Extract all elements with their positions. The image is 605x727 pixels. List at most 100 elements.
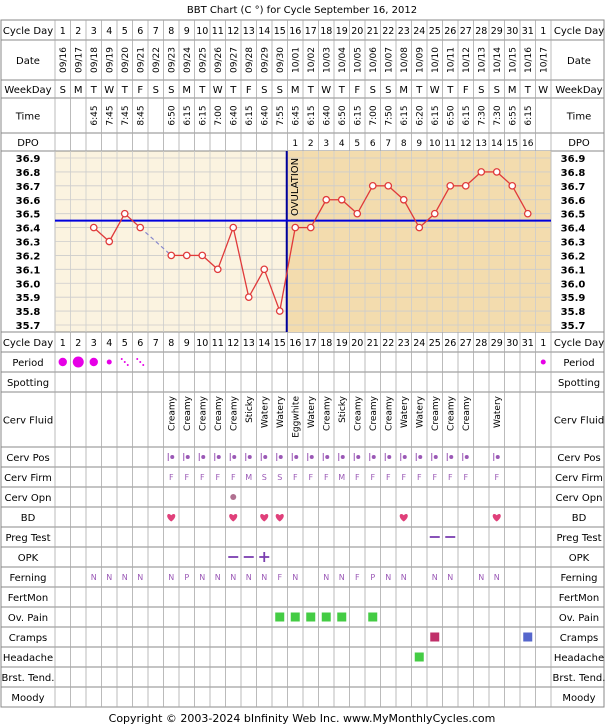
row-label-date-left: Date	[16, 56, 40, 67]
temp-point	[306, 223, 315, 232]
date-cell: 09/19	[105, 47, 115, 73]
dpo-cell: 9	[416, 139, 422, 149]
ov-pain-marker	[321, 612, 331, 622]
cerv-fluid-cell: Eggwhite	[291, 396, 301, 438]
dpo-cell: 10	[429, 139, 441, 149]
cerv-firm-cell: F	[432, 473, 437, 482]
cerv-fluid-cell: Watery	[276, 395, 286, 428]
period-light-marker	[106, 359, 112, 365]
temp-segment	[434, 185, 451, 214]
row-label-spotting-right: Spotting	[558, 378, 600, 389]
cerv-pos-dot	[402, 455, 407, 459]
date-cell: 10/12	[462, 47, 472, 73]
date-cell: 10/06	[369, 47, 379, 73]
weekday-cell: T	[415, 85, 423, 96]
row-label-weekday-left: WeekDay	[4, 85, 51, 96]
bd-heart-icon	[492, 513, 501, 522]
cerv-fluid-cell: Watery	[260, 395, 270, 428]
date-cell: 09/29	[260, 47, 270, 73]
date-cell: 09/16	[59, 47, 69, 73]
cycle-day-cell: 16	[289, 26, 301, 37]
temp-point	[89, 223, 98, 232]
temp-point	[322, 195, 331, 204]
date-cell: 09/23	[167, 47, 177, 73]
y-tick-label-right: 36.3	[561, 238, 586, 249]
cycle-day-bottom-cell: 12	[227, 338, 239, 349]
weekday-cell: S	[385, 85, 391, 96]
cycle-day-bottom-cell: 18	[320, 338, 332, 349]
time-cell: 6:40	[260, 105, 270, 125]
ferning-cell: N	[261, 573, 267, 582]
ferning-cell: N	[215, 573, 221, 582]
temp-point	[399, 195, 408, 204]
cycle-day-bottom-cell: 15	[274, 338, 286, 349]
date-cell: 09/27	[229, 47, 239, 73]
temp-point	[260, 265, 269, 274]
cycle-day-cell: 19	[336, 26, 348, 37]
dpo-cell: 8	[401, 139, 407, 149]
weekday-cell: T	[198, 85, 206, 96]
cycle-day-bottom-cell: 2	[75, 338, 81, 349]
ferning-cell: N	[199, 573, 205, 582]
cycle-day-bottom-cell: 17	[305, 338, 317, 349]
ferning-cell: N	[230, 573, 236, 582]
cycle-day-bottom-cell: 30	[506, 338, 518, 349]
period-spot-marker	[142, 364, 145, 366]
period-spot-marker	[120, 358, 123, 360]
row-label-cerv_pos-right: Cerv Pos	[557, 453, 600, 464]
y-tick-label-left: 35.8	[16, 307, 41, 318]
y-tick-label-right: 35.9	[561, 293, 586, 304]
row-label-ferning-left: Ferning	[9, 573, 46, 584]
cerv-firm-cell: F	[448, 473, 453, 482]
dpo-cell: 16	[522, 139, 534, 149]
weekday-cell: M	[74, 85, 83, 96]
row-label-headache-left: Headache	[3, 653, 53, 664]
y-tick-label-left: 35.7	[16, 321, 41, 332]
time-cell: 7:30	[493, 105, 503, 125]
weekday-cell: F	[463, 85, 469, 96]
ov-pain-marker	[275, 612, 285, 622]
weekday-cell: T	[229, 85, 237, 96]
headache-marker	[414, 652, 424, 662]
row-label-cerv_fluid-left: Cerv Fluid	[3, 416, 53, 427]
row-cerv_fluid	[0, 391, 605, 448]
cycle-day-bottom-cell: 14	[258, 338, 270, 349]
cerv-fluid-cell: Creamy	[322, 395, 332, 431]
cycle-day-cell: 21	[367, 26, 379, 37]
ovulation-label: OVULATION	[290, 158, 301, 216]
weekday-cell: F	[354, 85, 360, 96]
ferning-cell: N	[432, 573, 438, 582]
temp-segment	[310, 199, 327, 228]
row-label-cycle_day-right: Cycle Day	[554, 338, 604, 349]
date-cell: 10/10	[431, 47, 441, 73]
row-label-cramps-left: Cramps	[9, 633, 48, 644]
date-cell: 10/07	[384, 47, 394, 73]
weekday-cell: T	[524, 85, 532, 96]
dpo-cell: 4	[339, 139, 345, 149]
y-tick-label-left: 36.8	[16, 168, 41, 179]
cycle-day-cell: 11	[212, 26, 224, 37]
cycle-day-bottom-cell: 3	[91, 338, 97, 349]
y-tick-label-right: 36.1	[561, 265, 586, 276]
cycle-day-bottom-cell: 13	[243, 338, 255, 349]
cycle-day-bottom-cell: 16	[289, 338, 301, 349]
cycle-day-bottom-cell: 29	[491, 338, 503, 349]
y-tick-label-right: 36.8	[561, 168, 586, 179]
time-cell: 6:20	[415, 105, 425, 125]
y-tick-label-right: 36.6	[561, 196, 586, 207]
temp-point	[492, 168, 501, 176]
cycle-day-bottom-cell: 4	[106, 338, 112, 349]
cycle-day-cell: 30	[506, 26, 518, 37]
ferning-cell: N	[447, 573, 453, 582]
ferning-cell: N	[478, 573, 484, 582]
temp-point	[291, 223, 300, 232]
cerv-fluid-cell: Creamy	[353, 395, 363, 431]
cerv-fluid-cell: Watery	[415, 395, 425, 428]
cycle-day-cell: 18	[320, 26, 332, 37]
cycle-day-bottom-cell: 27	[460, 338, 472, 349]
dpo-cell: 13	[476, 139, 487, 149]
row-preg_test	[0, 526, 605, 548]
time-cell: 7:50	[384, 105, 394, 125]
period-flow-marker	[89, 357, 98, 367]
date-cell: 09/30	[276, 47, 286, 73]
